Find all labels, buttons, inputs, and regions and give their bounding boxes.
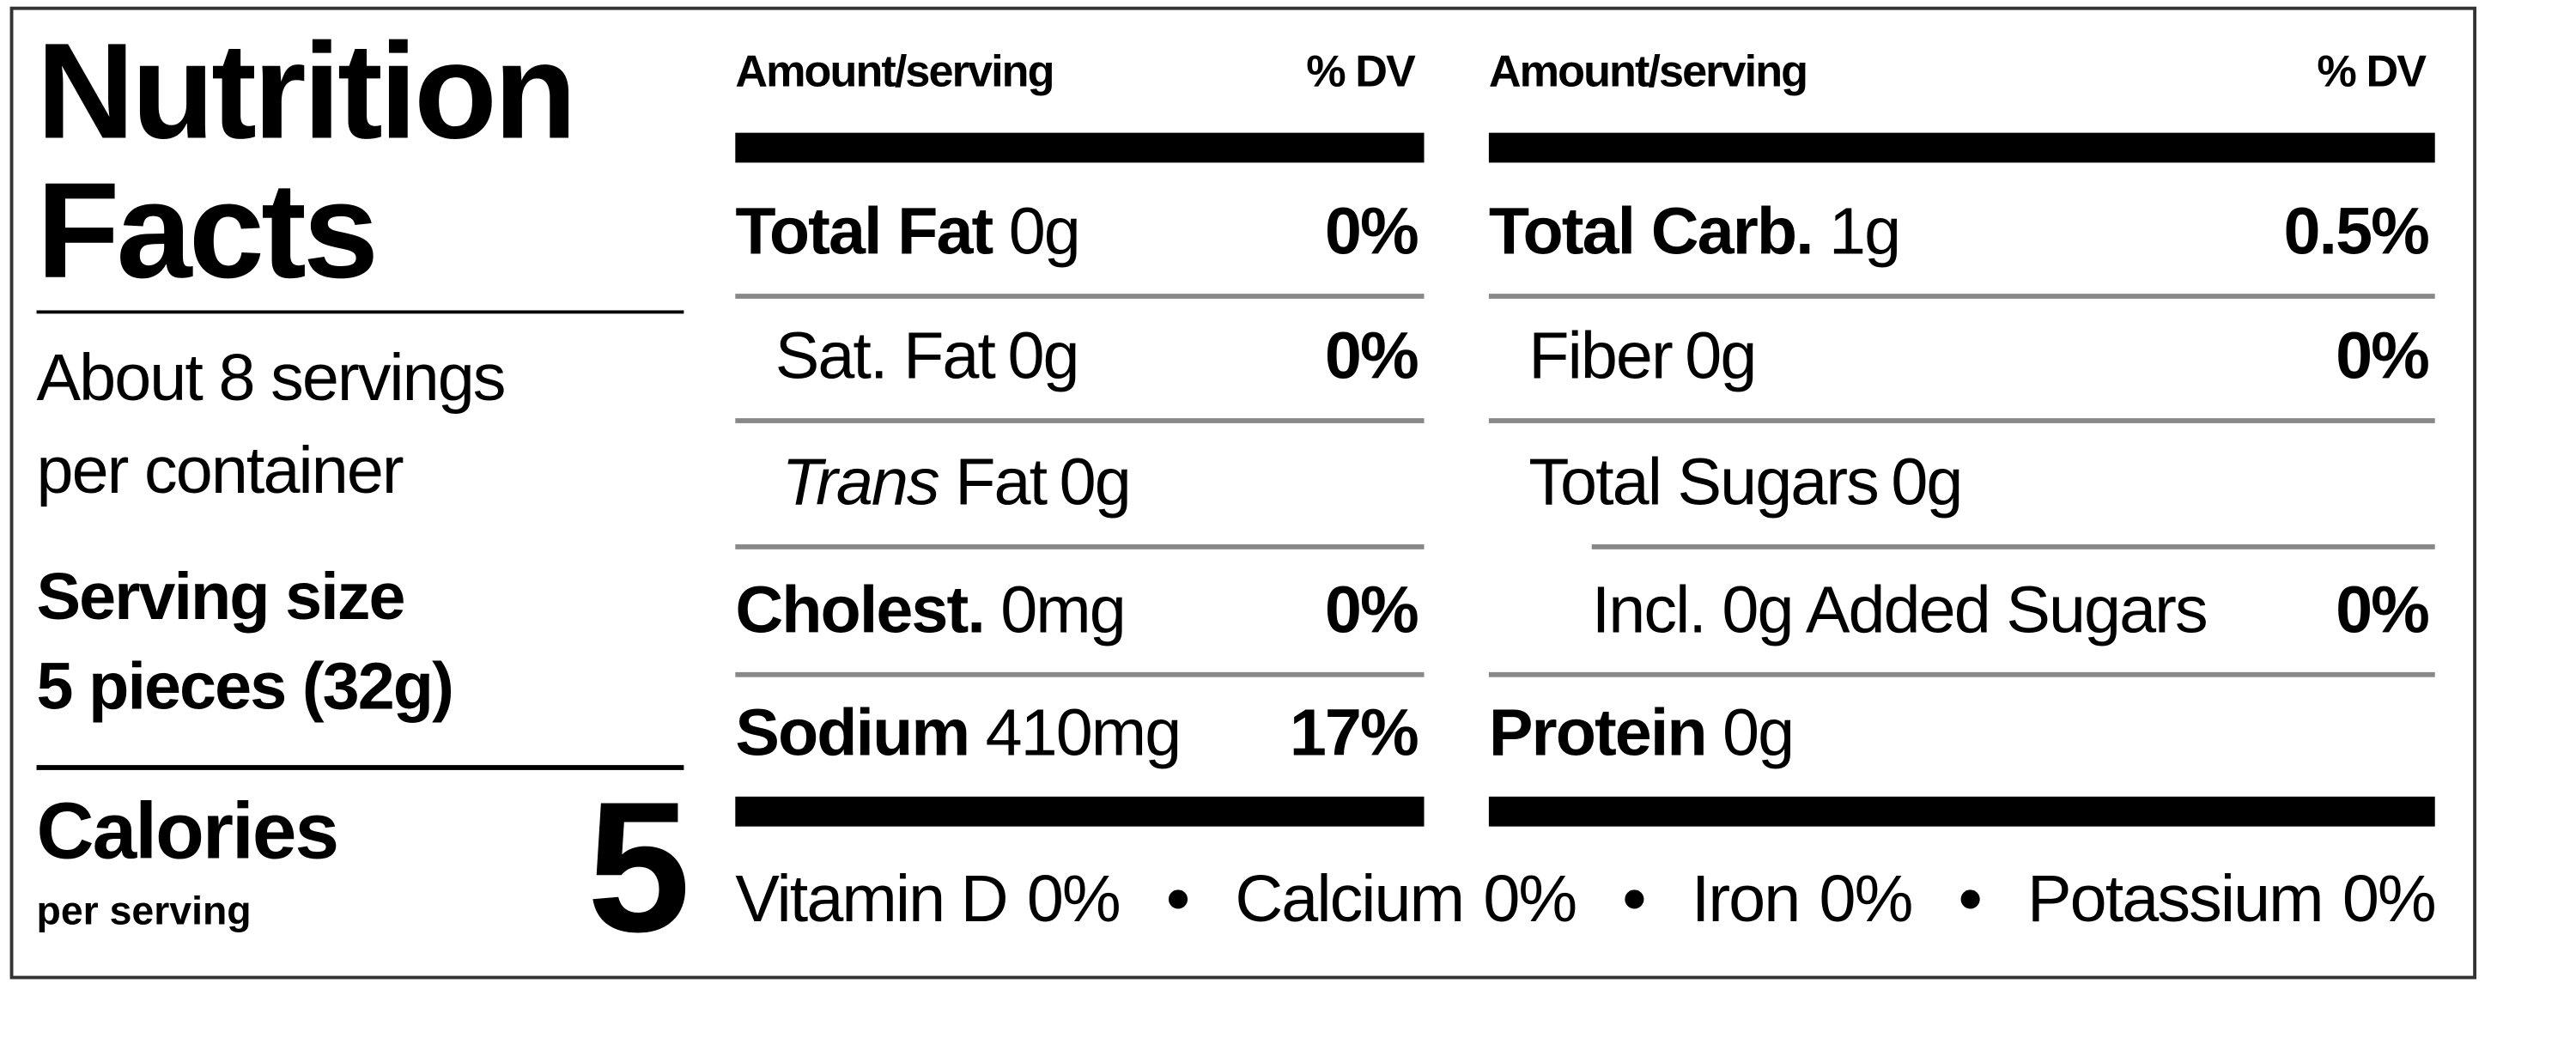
nutrient-amount: 410mg xyxy=(985,695,1182,769)
nutrient-amount: 0g xyxy=(1059,446,1132,519)
vitamin-dv: 0% xyxy=(1819,863,1914,937)
vitamin-dv: 0% xyxy=(2342,863,2437,937)
nutrient-name: Sodium xyxy=(735,695,970,769)
nutrient-dv: 0% xyxy=(2336,573,2430,646)
vitamin-name: Potassium xyxy=(2027,863,2324,937)
nutrient-row: Total Fat 0g 0% xyxy=(735,183,1419,282)
vitamin: Calcium 0% xyxy=(1235,863,1577,938)
vitamin-dv: 0% xyxy=(1026,863,1121,937)
nutrient-dv: 0.5% xyxy=(2283,195,2429,269)
row-rule xyxy=(735,418,1425,423)
thick-rule xyxy=(735,132,1425,163)
header-dv: % DV xyxy=(1306,46,1416,97)
thick-rule xyxy=(1488,796,2435,827)
nutrient-row: Protein 0g xyxy=(1489,683,2428,783)
nutrient-amount: 0g xyxy=(1891,446,1963,519)
vitamin-name: Iron xyxy=(1691,863,1801,937)
serving-size-label: Serving size xyxy=(36,561,406,634)
nutrient-row: Total Carb. 1g 0.5% xyxy=(1488,183,2430,282)
nutrient: Sodium 410mg xyxy=(735,695,1182,771)
nutrient-row: Trans Fat 0g xyxy=(781,434,1417,533)
nutrient-dv: 0% xyxy=(1324,319,1419,393)
calories-value: 5 xyxy=(586,763,691,971)
nutrient: Protein 0g xyxy=(1488,695,1795,771)
nutrient-row: Fiber 0g 0% xyxy=(1528,307,2430,407)
title: Nutrition Facts xyxy=(36,16,577,307)
nutrient: Sat. Fat 0g xyxy=(775,319,1080,394)
nutrient-amount: 0g xyxy=(1007,319,1079,393)
row-rule xyxy=(1488,671,2435,677)
label-border xyxy=(9,6,2477,980)
nutrient-dv: 0% xyxy=(1324,573,1419,646)
nutrient: Total Carb. 1g xyxy=(1488,195,1901,270)
vitamin: Potassium 0% xyxy=(2027,863,2437,938)
nutrient-amount: 0g xyxy=(1685,319,1757,393)
bullet: • xyxy=(1622,863,1646,937)
row-rule xyxy=(735,671,1425,677)
row-rule xyxy=(1488,294,2435,299)
vitamins: Vitamin D 0% • Calcium 0% • Iron 0% • Potassium 0% xyxy=(735,863,2437,938)
nutrient-name: Incl. 0g Added Sugars xyxy=(1591,573,2208,646)
nutrient: Trans Fat 0g xyxy=(781,446,1132,520)
row-rule xyxy=(735,544,1425,549)
vitamin-dv: 0% xyxy=(1483,863,1577,937)
thick-rule xyxy=(735,796,1425,827)
calories-sublabel: per serving xyxy=(36,889,252,935)
nutrient-name: Sat. Fat xyxy=(775,319,996,393)
nutrient-row: Incl. 0g Added Sugars 0% xyxy=(1592,561,2430,660)
nutrient-dv: 17% xyxy=(1289,695,1419,769)
nutrient-dv: 0% xyxy=(2336,319,2430,393)
nutrient: Total Fat 0g xyxy=(735,195,1081,270)
servings: About 8 servings per container xyxy=(36,342,507,508)
nutrient-row: Sodium 410mg 17% xyxy=(735,683,1419,783)
nutrient: Cholest. 0mg xyxy=(735,573,1127,648)
nutrient: Incl. 0g Added Sugars xyxy=(1592,574,2220,648)
bullet: • xyxy=(1166,863,1189,937)
vitamin: Vitamin D 0% xyxy=(735,863,1121,938)
nutrient-name-italic: Trans xyxy=(781,446,939,519)
nutrient-row: Cholest. 0mg 0% xyxy=(735,561,1419,660)
nutrient-amount: 0g xyxy=(1722,695,1795,769)
nutrient-amount: 0mg xyxy=(1000,573,1127,646)
bullet: • xyxy=(1959,863,1982,937)
header-dv: % DV xyxy=(2317,46,2427,97)
vitamin-name: Calcium xyxy=(1235,863,1465,937)
nutrient-amount: 0g xyxy=(1008,195,1081,269)
nutrient-row: Sat. Fat 0g 0% xyxy=(775,307,1419,407)
nutrient-name: Total Fat xyxy=(735,195,993,269)
nutrient: Fiber 0g xyxy=(1528,319,1757,394)
nutrient-amount: 1g xyxy=(1829,195,1901,269)
nutrient: Total Sugars 0g xyxy=(1528,446,1963,520)
vitamin: Iron 0% xyxy=(1691,863,1914,938)
vitamin-name: Vitamin D xyxy=(735,863,1008,937)
header-amount: Amount/serving xyxy=(735,46,1054,97)
nutrient-name: Fiber xyxy=(1528,319,1673,393)
row-rule xyxy=(735,294,1425,299)
nutrient-name: Total Sugars xyxy=(1528,446,1880,519)
serving-size: 5 pieces (32g) xyxy=(36,650,454,724)
nutrient-name: Fat xyxy=(955,446,1048,519)
nutrient-row: Total Sugars 0g xyxy=(1528,434,2428,533)
nutrient-dv: 0% xyxy=(1324,195,1419,269)
thick-rule xyxy=(1488,132,2435,163)
row-rule xyxy=(1488,418,2435,423)
nutrient-name: Protein xyxy=(1488,695,1708,769)
row-rule xyxy=(1591,544,2435,549)
header-amount: Amount/serving xyxy=(1488,46,1808,97)
nutrient-name: Cholest. xyxy=(735,573,985,646)
nutrient-name: Total Carb. xyxy=(1488,195,1814,269)
calories-label: Calories xyxy=(36,788,340,877)
